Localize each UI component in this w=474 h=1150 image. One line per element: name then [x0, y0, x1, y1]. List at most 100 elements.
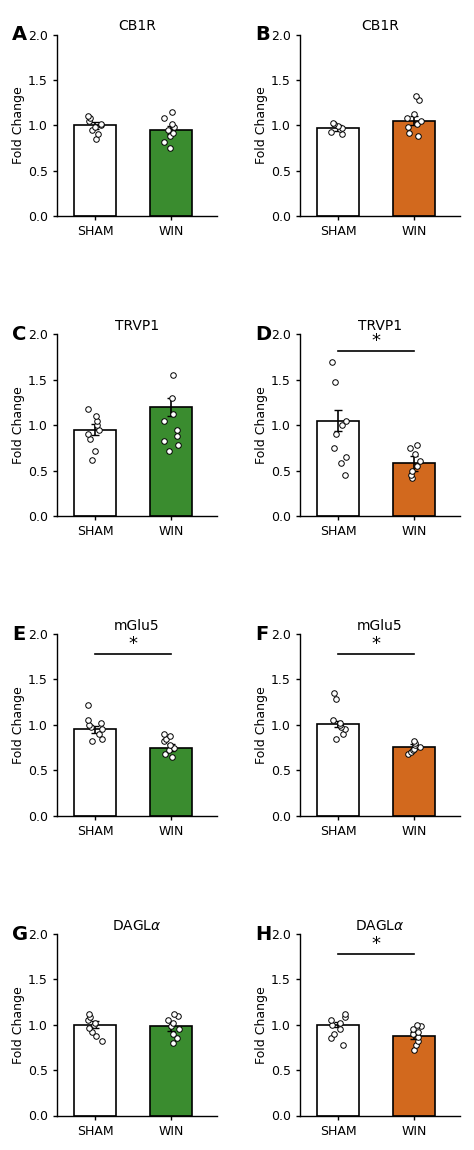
- Point: [410, 106, 418, 124]
- Point: [328, 1011, 335, 1029]
- Point: [328, 352, 336, 370]
- Point: [411, 445, 419, 463]
- Bar: [317, 724, 359, 815]
- Point: [173, 1029, 180, 1048]
- Point: [408, 466, 415, 484]
- Bar: [393, 1035, 435, 1116]
- Point: [88, 121, 96, 139]
- Point: [336, 715, 344, 734]
- Point: [161, 432, 168, 451]
- Point: [86, 430, 94, 449]
- Bar: [74, 125, 116, 216]
- Y-axis label: Fold Change: Fold Change: [255, 687, 268, 764]
- Point: [341, 720, 348, 738]
- Point: [329, 114, 337, 132]
- Point: [87, 718, 94, 736]
- Point: [412, 1035, 420, 1053]
- Point: [95, 724, 103, 743]
- Point: [327, 1029, 335, 1048]
- Point: [327, 123, 335, 141]
- Point: [170, 1025, 177, 1043]
- Point: [85, 1019, 92, 1037]
- Point: [173, 427, 181, 445]
- Point: [92, 130, 100, 148]
- Point: [161, 724, 168, 743]
- Point: [415, 91, 423, 109]
- Title: mGlu5: mGlu5: [357, 619, 402, 632]
- Text: H: H: [255, 925, 272, 944]
- Point: [413, 1015, 420, 1034]
- Text: *: *: [372, 635, 381, 653]
- Point: [84, 107, 92, 125]
- Point: [409, 1020, 417, 1038]
- Point: [91, 1013, 98, 1032]
- Point: [174, 1006, 182, 1025]
- Y-axis label: Fold Change: Fold Change: [255, 986, 268, 1064]
- Point: [160, 109, 168, 128]
- Y-axis label: Fold Change: Fold Change: [12, 687, 25, 764]
- Text: F: F: [255, 624, 268, 644]
- Point: [408, 461, 416, 480]
- Point: [99, 720, 106, 738]
- Point: [410, 733, 418, 751]
- Point: [411, 736, 419, 754]
- Bar: [74, 430, 116, 516]
- Bar: [317, 128, 359, 216]
- Point: [417, 112, 425, 130]
- Point: [411, 734, 419, 752]
- Point: [330, 438, 337, 457]
- Point: [169, 1034, 177, 1052]
- Point: [416, 452, 424, 470]
- Point: [330, 1025, 337, 1043]
- Bar: [317, 1025, 359, 1116]
- Title: TRVP1: TRVP1: [358, 319, 402, 333]
- Point: [88, 733, 95, 751]
- Point: [409, 468, 416, 486]
- Point: [175, 1020, 182, 1038]
- Point: [332, 729, 340, 748]
- Point: [86, 715, 93, 734]
- Point: [414, 1032, 422, 1050]
- Bar: [150, 130, 192, 216]
- Point: [88, 451, 96, 469]
- Point: [331, 373, 339, 391]
- Text: C: C: [12, 325, 27, 344]
- Point: [410, 741, 417, 759]
- Title: TRVP1: TRVP1: [115, 319, 159, 333]
- Point: [88, 1022, 95, 1041]
- Text: B: B: [255, 25, 270, 45]
- Title: CB1R: CB1R: [361, 20, 399, 33]
- Y-axis label: Fold Change: Fold Change: [12, 986, 25, 1064]
- Point: [332, 690, 340, 708]
- Point: [168, 389, 176, 407]
- Point: [341, 1009, 349, 1027]
- Point: [166, 139, 174, 158]
- Title: DAGL$\alpha$: DAGL$\alpha$: [112, 919, 162, 933]
- Point: [93, 416, 101, 435]
- Point: [161, 745, 169, 764]
- Point: [336, 1020, 344, 1038]
- Point: [167, 126, 174, 145]
- Point: [330, 684, 338, 703]
- Point: [164, 121, 172, 139]
- Point: [170, 123, 177, 141]
- Text: A: A: [12, 25, 27, 45]
- Point: [164, 1011, 172, 1029]
- Title: mGlu5: mGlu5: [114, 619, 160, 632]
- Bar: [393, 746, 435, 815]
- Text: *: *: [372, 935, 381, 953]
- Point: [405, 123, 413, 141]
- Point: [170, 118, 178, 137]
- Point: [334, 117, 342, 136]
- Bar: [393, 121, 435, 216]
- Point: [165, 442, 173, 460]
- Point: [84, 399, 92, 417]
- Y-axis label: Fold Change: Fold Change: [12, 86, 25, 164]
- Point: [414, 126, 422, 145]
- Text: D: D: [255, 325, 271, 344]
- Point: [91, 1015, 98, 1034]
- Text: E: E: [12, 624, 26, 644]
- Point: [414, 1028, 422, 1046]
- Point: [413, 457, 421, 475]
- Point: [91, 442, 99, 460]
